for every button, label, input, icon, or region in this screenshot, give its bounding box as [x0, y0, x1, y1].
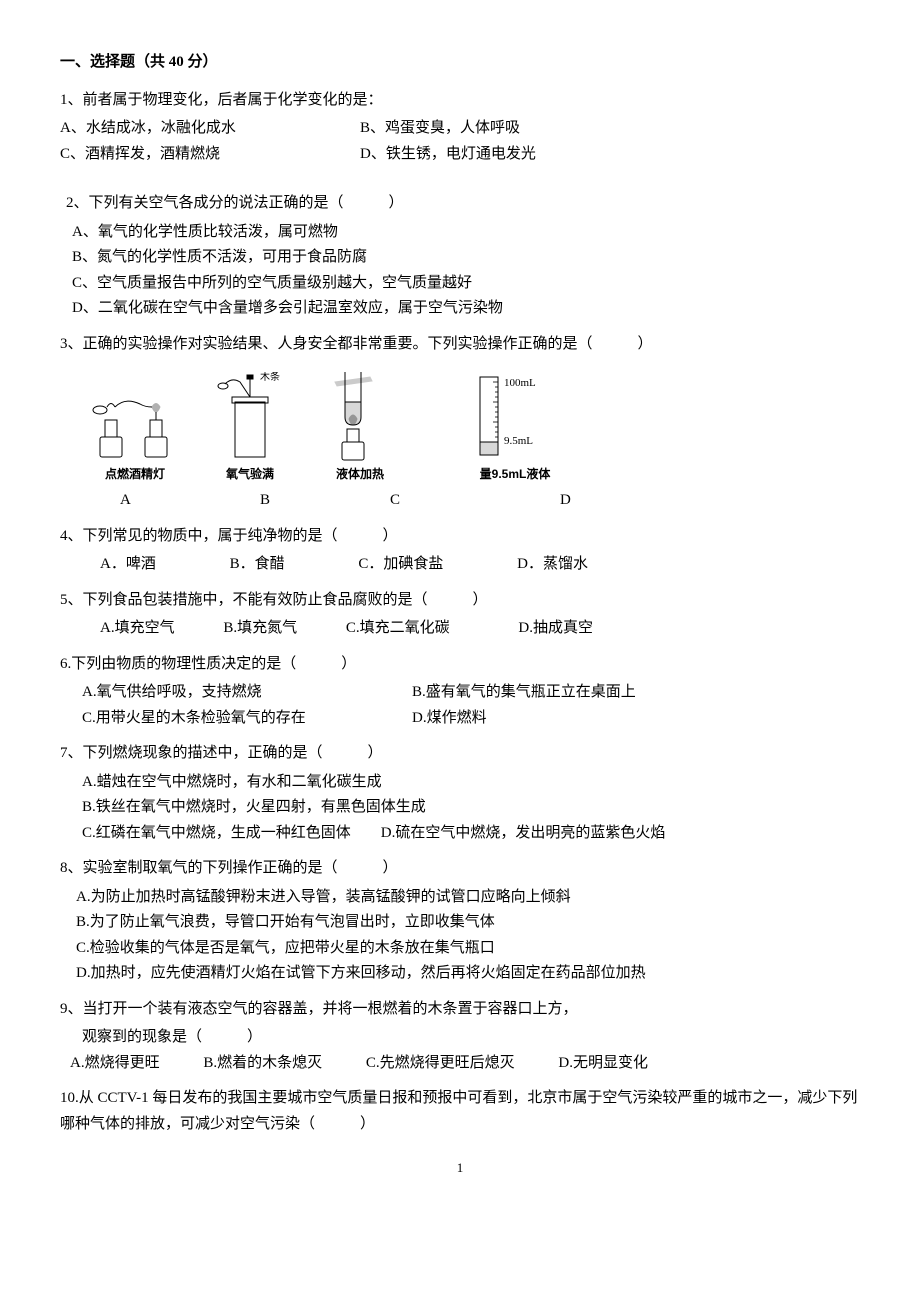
q9-opt-d: D.无明显变化 — [558, 1051, 648, 1077]
q5-opt-a: A.填充空气 — [100, 616, 175, 642]
q6-opt-b: B.盛有氧气的集气瓶正立在桌面上 — [412, 680, 636, 706]
section-title: 一、选择题（共 40 分） — [60, 50, 860, 76]
q2-opt-d: D、二氧化碳在空气中含量增多会引起温室效应，属于空气污染物 — [72, 296, 860, 322]
wood-stick-label: 木条 — [260, 372, 280, 383]
q10-text: 10.从 CCTV-1 每日发布的我国主要城市空气质量日报和预报中可看到，北京市… — [60, 1086, 860, 1137]
q1-options: A、水结成冰，冰融化成水 B、鸡蛋变臭，人体呼吸 C、酒精挥发，酒精燃烧 D、铁… — [60, 116, 860, 167]
question-7: 7、下列燃烧现象的描述中，正确的是（ ） A.蜡烛在空气中燃烧时，有水和二氧化碳… — [60, 741, 860, 846]
q7-opt-cd: C.红磷在氧气中燃烧，生成一种红色固体 D.硫在空气中燃烧，发出明亮的蓝紫色火焰 — [82, 821, 860, 847]
question-5: 5、下列食品包装措施中，不能有效防止食品腐败的是（ ） A.填充空气 B.填充氮… — [60, 588, 860, 642]
q1-opt-c: C、酒精挥发，酒精燃烧 — [60, 142, 360, 168]
q3-tag-b: B — [260, 488, 390, 514]
question-9: 9、当打开一个装有液态空气的容器盖，并将一根燃着的木条置于容器口上方， 观察到的… — [60, 997, 860, 1077]
diagram-d: 100mL 9.5mL 量9.5mL液体 — [460, 372, 570, 484]
q7-opt-b: B.铁丝在氧气中燃烧时，火星四射，有黑色固体生成 — [82, 795, 860, 821]
diagram-a: 点燃酒精灯 — [90, 382, 180, 484]
q2-opt-a: A、氧气的化学性质比较活泼，属可燃物 — [72, 220, 860, 246]
q7-text: 7、下列燃烧现象的描述中，正确的是（ ） — [60, 741, 860, 767]
q9-opt-b: B.燃着的木条熄灭 — [203, 1051, 322, 1077]
q8-opt-c: C.检验收集的气体是否是氧气，应把带火星的木条放在集气瓶口 — [76, 936, 860, 962]
q9-opt-c: C.先燃烧得更旺后熄灭 — [366, 1051, 515, 1077]
question-1: 1、前者属于物理变化，后者属于化学变化的是： A、水结成冰，冰融化成水 B、鸡蛋… — [60, 88, 860, 168]
q2-opt-c: C、空气质量报告中所列的空气质量级别越大，空气质量越好 — [72, 271, 860, 297]
diagram-b: 木条 氧气验满 — [210, 372, 290, 484]
question-6: 6.下列由物质的物理性质决定的是（ ） A.氧气供给呼吸，支持燃烧 B.盛有氧气… — [60, 652, 860, 732]
q9-text: 9、当打开一个装有液态空气的容器盖，并将一根燃着的木条置于容器口上方， — [60, 997, 860, 1023]
q5-options: A.填充空气 B.填充氮气 C.填充二氧化碳 D.抽成真空 — [60, 616, 860, 642]
q8-opt-a: A.为防止加热时高锰酸钾粉末进入导管，装高锰酸钾的试管口应略向上倾斜 — [76, 885, 860, 911]
q3-text: 3、正确的实验操作对实验结果、人身安全都非常重要。下列实验操作正确的是（ ） — [60, 332, 860, 358]
q8-opt-b: B.为了防止氧气浪费，导管口开始有气泡冒出时，立即收集气体 — [76, 910, 860, 936]
diagram-a-label: 点燃酒精灯 — [105, 464, 165, 484]
mark-100ml: 100mL — [504, 377, 536, 389]
q5-opt-d: D.抽成真空 — [518, 616, 593, 642]
question-10: 10.从 CCTV-1 每日发布的我国主要城市空气质量日报和预报中可看到，北京市… — [60, 1086, 860, 1137]
q7-opt-a: A.蜡烛在空气中燃烧时，有水和二氧化碳生成 — [82, 770, 860, 796]
q3-diagrams: 点燃酒精灯 木条 氧气验满 — [90, 367, 860, 484]
q9-opt-a: A.燃烧得更旺 — [70, 1051, 160, 1077]
q1-opt-a: A、水结成冰，冰融化成水 — [60, 116, 360, 142]
q6-opt-a: A.氧气供给呼吸，支持燃烧 — [82, 680, 412, 706]
q3-tag-d: D — [560, 488, 571, 514]
diagram-c-label: 液体加热 — [336, 464, 384, 484]
q3-tag-a: A — [120, 488, 260, 514]
q5-opt-c: C.填充二氧化碳 — [346, 616, 450, 642]
q3-tag-c: C — [390, 488, 560, 514]
q5-text: 5、下列食品包装措施中，不能有效防止食品腐败的是（ ） — [60, 588, 860, 614]
diagram-c: 液体加热 — [320, 367, 400, 484]
q6-opt-c: C.用带火星的木条检验氧气的存在 — [82, 706, 412, 732]
page-number: 1 — [60, 1157, 860, 1179]
q9-text2: 观察到的现象是（ ） — [60, 1025, 860, 1051]
q2-opt-b: B、氮气的化学性质不活泼，可用于食品防腐 — [72, 245, 860, 271]
diagram-b-label: 氧气验满 — [226, 464, 274, 484]
q3-abcd: A B C D — [120, 488, 860, 514]
q4-opt-d: D．蒸馏水 — [517, 552, 588, 578]
q1-opt-d: D、铁生锈，电灯通电发光 — [360, 142, 536, 168]
question-2: 2、下列有关空气各成分的说法正确的是（ ） A、氧气的化学性质比较活泼，属可燃物… — [60, 191, 860, 322]
q1-text: 1、前者属于物理变化，后者属于化学变化的是： — [60, 88, 860, 114]
q2-text: 2、下列有关空气各成分的说法正确的是（ ） — [66, 191, 860, 217]
q1-opt-b: B、鸡蛋变臭，人体呼吸 — [360, 116, 520, 142]
q6-opt-d: D.煤作燃料 — [412, 706, 487, 732]
q4-opt-c: C．加碘食盐 — [358, 552, 443, 578]
q8-text: 8、实验室制取氧气的下列操作正确的是（ ） — [60, 856, 860, 882]
q5-opt-b: B.填充氮气 — [223, 616, 297, 642]
q4-text: 4、下列常见的物质中，属于纯净物的是（ ） — [60, 524, 860, 550]
q6-text: 6.下列由物质的物理性质决定的是（ ） — [60, 652, 860, 678]
q8-opt-d: D.加热时，应先使酒精灯火焰在试管下方来回移动，然后再将火焰固定在药品部位加热 — [76, 961, 860, 987]
q4-opt-b: B．食醋 — [230, 552, 285, 578]
question-4: 4、下列常见的物质中，属于纯净物的是（ ） A．啤酒 B．食醋 C．加碘食盐 D… — [60, 524, 860, 578]
question-3: 3、正确的实验操作对实验结果、人身安全都非常重要。下列实验操作正确的是（ ） 点… — [60, 332, 860, 514]
mark-9-5ml: 9.5mL — [504, 435, 533, 447]
q9-options: A.燃烧得更旺 B.燃着的木条熄灭 C.先燃烧得更旺后熄灭 D.无明显变化 — [60, 1051, 860, 1077]
diagram-d-label: 量9.5mL液体 — [480, 464, 551, 484]
question-8: 8、实验室制取氧气的下列操作正确的是（ ） A.为防止加热时高锰酸钾粉末进入导管… — [60, 856, 860, 987]
q4-opt-a: A．啤酒 — [100, 552, 156, 578]
q4-options: A．啤酒 B．食醋 C．加碘食盐 D．蒸馏水 — [60, 552, 860, 578]
